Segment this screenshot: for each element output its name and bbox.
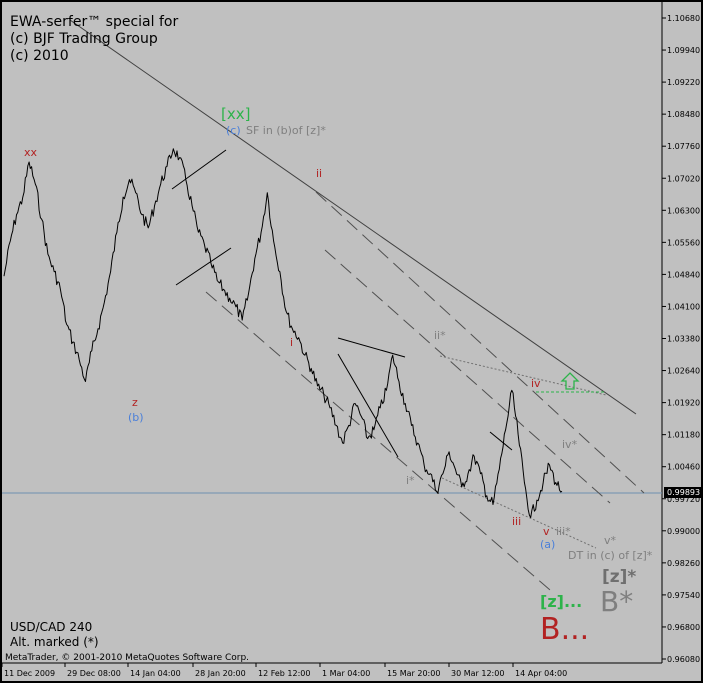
wave-label: ii [316,167,322,180]
y-axis: 1.10680 1.09940 1.09220 1.08480 1.07760 1.070… [662,14,700,664]
main-trendline[interactable] [69,19,637,415]
wave-label: iii [512,515,521,528]
triangle-upper-line[interactable] [171,149,227,190]
trend-lines [69,19,645,591]
y-tick-label: 1.09940 [667,46,700,55]
copyright-label: MetaTrader, © 2001-2010 MetaQuotes Softw… [5,653,249,663]
y-tick-label: 0.96080 [667,655,700,664]
wave-label: v* [604,534,617,547]
dotted-line-i[interactable] [441,477,597,549]
wave-label: iv [531,377,541,390]
wave-label: iv* [562,438,578,451]
wave-label: iii* [556,525,571,538]
y-tick-label: 1.05560 [667,238,700,247]
y-tick-label: 1.00460 [667,463,700,472]
wave-label: v [543,525,550,538]
y-tick-label: 0.97540 [667,591,700,600]
channel-line-upper[interactable] [315,191,645,494]
x-tick-label: 29 Dec 08:00 [67,669,121,678]
x-tick-label: 28 Jan 20:00 [195,669,246,678]
time-scale-panel [2,663,701,681]
x-tick-label: 12 Feb 12:00 [258,669,310,678]
y-tick-label: 1.03380 [667,335,700,344]
current-price-box [664,487,701,498]
y-tick-label: 0.99000 [667,527,700,536]
y-tick-label: 1.04840 [667,270,700,279]
y-tick-label: 1.07020 [667,174,700,183]
wave-label: z [132,396,138,409]
y-tick-label: 1.07760 [667,142,700,151]
wave-label: (b) [128,411,144,424]
y-tick-label: 1.08480 [667,110,700,119]
y-tick-label: 1.10680 [667,14,700,23]
up-arrow-icon [560,372,580,390]
x-tick-label: 15 Mar 20:00 [387,669,440,678]
wave-label: (c) [226,124,241,137]
channel-line-mid[interactable] [324,249,611,504]
wave-label: B* [600,585,633,618]
wave-label: [xx] [221,105,250,123]
dotted-line-ii[interactable] [439,355,607,396]
wave-label: (a) [540,538,555,551]
x-tick-label: 14 Apr 04:00 [515,669,567,678]
wave-label: [z]... [540,592,582,611]
channel-line-lower[interactable] [205,291,551,591]
triangle-lower-line[interactable] [175,247,232,286]
wave-label: i* [406,474,415,487]
price-scale-panel [662,2,701,663]
price-series-line[interactable] [3,148,563,519]
x-tick-label: 30 Mar 12:00 [451,669,504,678]
y-tick-label: 1.04100 [667,302,700,311]
x-tick-label: 14 Jan 04:00 [130,669,181,678]
wave-label: [z]* [602,567,636,587]
alt-marked-label: Alt. marked (*) [10,635,99,649]
x-tick-label: 11 Dec 2009 [4,669,55,678]
current-price-label: 0.99893 [667,488,700,497]
y-tick-label: 1.01920 [667,399,700,408]
symbol-label: USD/CAD 240 [10,620,92,634]
y-tick-label: 0.96800 [667,623,700,632]
wave-label: i [290,336,293,349]
y-tick-label: 0.98260 [667,559,700,568]
wedge-upper-line[interactable] [337,337,406,358]
header-line-3: (c) 2010 [10,48,69,64]
wave-label: DT in (c) of [z]* [568,549,653,562]
wave-label: SF in (b)of [z]* [246,124,326,137]
x-axis: 11 Dec 2009 29 Dec 08:00 14 Jan 04:00 28 Ja… [1,663,567,678]
wave-label: ii* [434,329,446,342]
y-tick-label: 1.06300 [667,206,700,215]
wave-labels: xx z (b) [xx] (c) SF in (b)of [z]* ii i … [24,105,653,647]
x-tick-label: 1 Mar 04:00 [322,669,370,678]
y-tick-label: 1.02640 [667,367,700,376]
y-tick-label: 1.01180 [667,431,700,440]
small-wedge-line[interactable] [489,431,513,451]
wedge-lower-line[interactable] [337,353,399,458]
plot-area [2,2,662,663]
y-tick-label: 0.99720 [667,495,700,504]
y-tick-label: 1.09220 [667,78,700,87]
header-line-1: EWA-serfer™ special for [10,14,178,30]
wave-label: B... [540,612,589,647]
wave-label: xx [24,146,38,159]
header-line-2: (c) BJF Trading Group [10,31,158,47]
